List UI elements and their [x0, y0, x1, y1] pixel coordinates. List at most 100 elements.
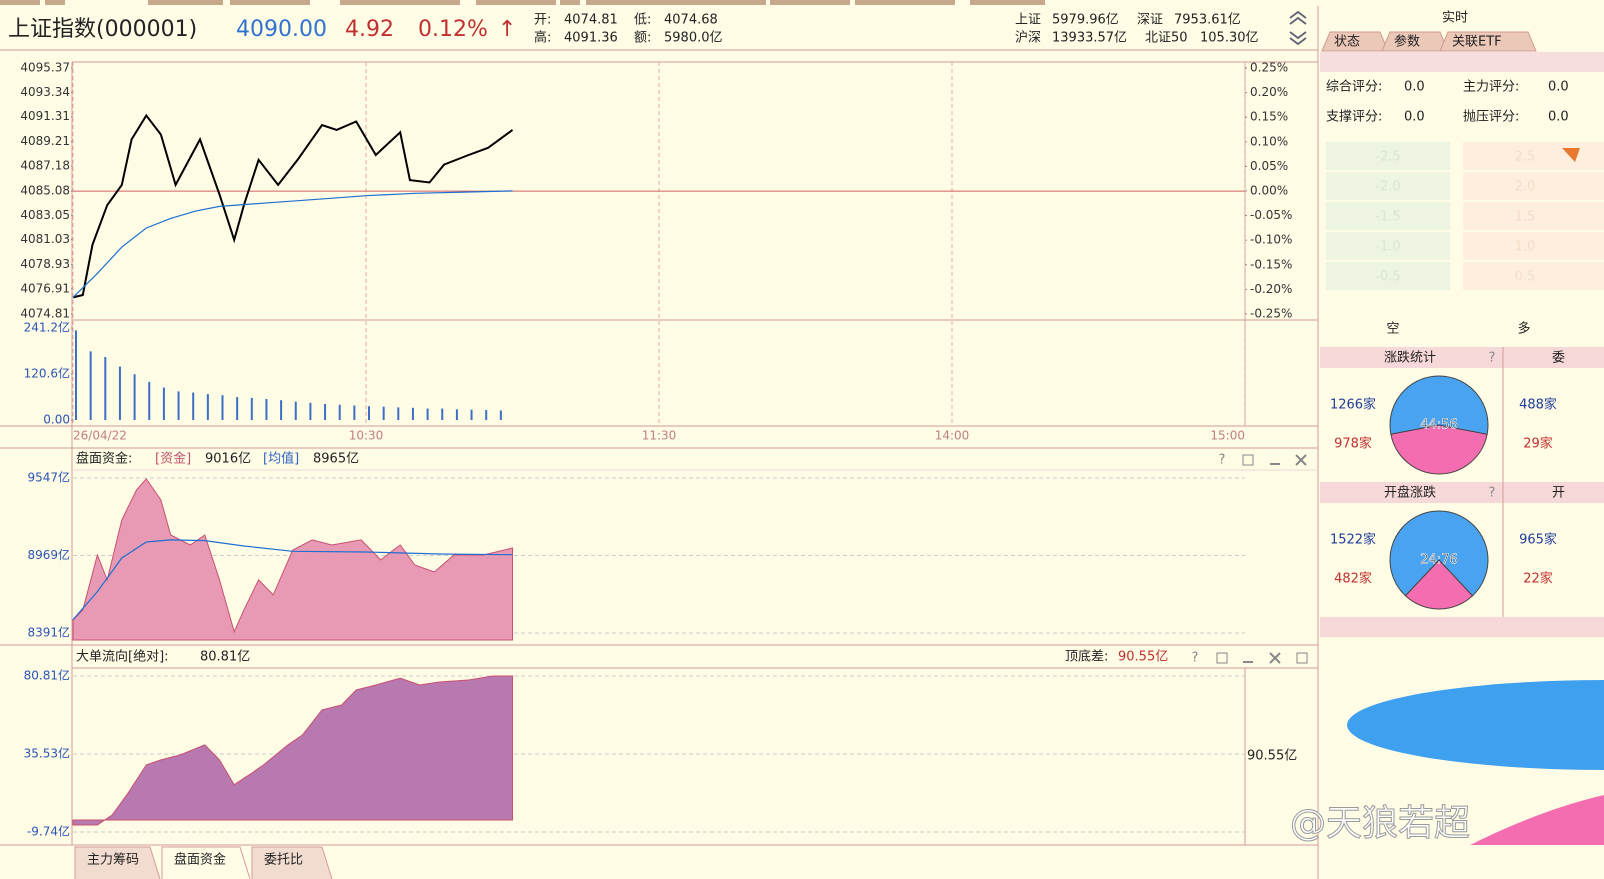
- y2-tick-label: -0.10%: [1250, 233, 1292, 247]
- y2-tick-label: 0.25%: [1250, 61, 1288, 75]
- top-tab: [0, 0, 40, 5]
- line: [72, 113, 514, 299]
- bottom-tab[interactable]: [74, 846, 161, 879]
- side-tab-label[interactable]: 参数: [1394, 34, 1420, 50]
- help-icon[interactable]: ?: [1489, 486, 1496, 501]
- y-tick-label: 8391亿: [27, 625, 70, 640]
- side-tab[interactable]: [1381, 31, 1449, 52]
- count-up: 488家: [1519, 397, 1557, 413]
- change: 4.92: [345, 17, 394, 42]
- bar: [397, 407, 400, 420]
- bottom-tab[interactable]: [161, 846, 251, 879]
- bar: [104, 357, 107, 420]
- scale-cell: [1463, 232, 1604, 260]
- scale-label: -1.5: [1375, 210, 1400, 225]
- y-tick-label: 4078.93: [20, 257, 70, 271]
- section-bar: [1320, 617, 1604, 637]
- count-down: 22家: [1523, 571, 1553, 587]
- y-tick-label: 120.6亿: [24, 366, 70, 381]
- scale-cell: [1463, 262, 1604, 290]
- bottom-tab[interactable]: [251, 846, 333, 879]
- scale-label: 1.5: [1515, 210, 1536, 225]
- score-label: 支撑评分:: [1326, 110, 1382, 125]
- section-bar: [1320, 482, 1604, 503]
- top-tab: [230, 0, 310, 5]
- scale-cell: [1463, 172, 1604, 200]
- expand-icon[interactable]: [1289, 31, 1307, 46]
- close-icon[interactable]: [1269, 652, 1281, 664]
- y-tick-label: 0.00: [43, 413, 70, 427]
- bottom-tab-label[interactable]: 主力筹码: [87, 852, 139, 868]
- y-tick-label: 80.81亿: [24, 668, 70, 683]
- close-icon[interactable]: [1295, 454, 1307, 466]
- bottom-tab-label[interactable]: 盘面资金: [174, 852, 226, 868]
- turnover-value: 5979.96亿: [1052, 13, 1119, 28]
- scale-cell: [1326, 142, 1450, 170]
- y2-tick-label: 0.05%: [1250, 159, 1288, 173]
- help-icon[interactable]: ?: [1489, 351, 1496, 366]
- value: 9016亿: [205, 452, 251, 467]
- pie-slice: [1389, 375, 1489, 435]
- pie-label: 44:56: [1420, 418, 1457, 433]
- section-title: 涨跌统计: [1384, 350, 1436, 366]
- panel-title: 盘面资金:: [76, 451, 132, 467]
- tag: [资金]: [155, 451, 191, 467]
- y-tick-label: 35.53亿: [24, 746, 70, 761]
- side-tab-label[interactable]: 关联ETF: [1452, 35, 1502, 50]
- score-label: 抛压评分:: [1463, 110, 1519, 125]
- scale-label: -2.0: [1375, 180, 1400, 195]
- restore-icon[interactable]: [1296, 652, 1308, 664]
- arrow: ↑: [498, 17, 516, 42]
- box-icon[interactable]: [1242, 454, 1254, 466]
- count-down: 978家: [1334, 436, 1372, 452]
- panel-title: 大单流向[绝对]:: [76, 649, 169, 665]
- side-tab[interactable]: [1321, 31, 1389, 52]
- bar: [75, 330, 77, 420]
- y-tick-label: 4095.37: [20, 61, 70, 75]
- x-tick-label: 14:00: [935, 429, 970, 443]
- range-label: 顶底差:: [1065, 649, 1108, 665]
- y-tick-label: 4076.91: [20, 281, 70, 295]
- y-tick-label: 4091.31: [20, 109, 70, 123]
- side-tab[interactable]: [1439, 31, 1537, 52]
- stat-value: 4074.81: [564, 13, 618, 28]
- stat-value: 5980.0亿: [664, 31, 723, 46]
- scale-cell: [1326, 172, 1450, 200]
- side-header: [1320, 6, 1604, 30]
- price: 4090.00: [236, 17, 327, 42]
- scale-cell: [1326, 202, 1450, 230]
- score-value: 0.0: [1548, 80, 1569, 95]
- side-tab-label[interactable]: 状态: [1334, 35, 1360, 50]
- y-tick-label: 4081.03: [20, 232, 70, 246]
- top-tab: [340, 0, 460, 5]
- bar: [206, 394, 209, 420]
- value: 8965亿: [313, 452, 359, 467]
- count-down: 29家: [1523, 436, 1553, 452]
- change-pct: 0.12%: [418, 17, 488, 42]
- turnover-value: 105.30亿: [1200, 31, 1259, 46]
- bar: [441, 408, 444, 420]
- bear-label: 空: [1386, 322, 1399, 337]
- line: [72, 190, 513, 298]
- stat-label: 额:: [634, 31, 651, 46]
- help-icon[interactable]: ?: [1219, 453, 1226, 468]
- turnover-value: 13933.57亿: [1052, 31, 1127, 46]
- stat-value: 4074.68: [664, 13, 718, 28]
- bar: [221, 395, 224, 420]
- y-tick-label: 4083.05: [20, 208, 70, 222]
- box-icon[interactable]: [1216, 652, 1228, 664]
- help-icon[interactable]: ?: [1192, 651, 1199, 666]
- collapse-icon[interactable]: [1289, 10, 1307, 25]
- score-value: 0.0: [1404, 110, 1425, 125]
- bar: [162, 387, 165, 420]
- index-title: 上证指数(000001): [8, 17, 197, 42]
- bar: [192, 392, 195, 420]
- scale-label: 2.0: [1515, 180, 1536, 195]
- bottom-tab-label[interactable]: 委托比: [264, 853, 303, 868]
- bar: [368, 406, 370, 420]
- bar: [324, 403, 327, 420]
- y2-tick-label: 0.00%: [1250, 184, 1288, 198]
- scale-cell: [1463, 142, 1604, 170]
